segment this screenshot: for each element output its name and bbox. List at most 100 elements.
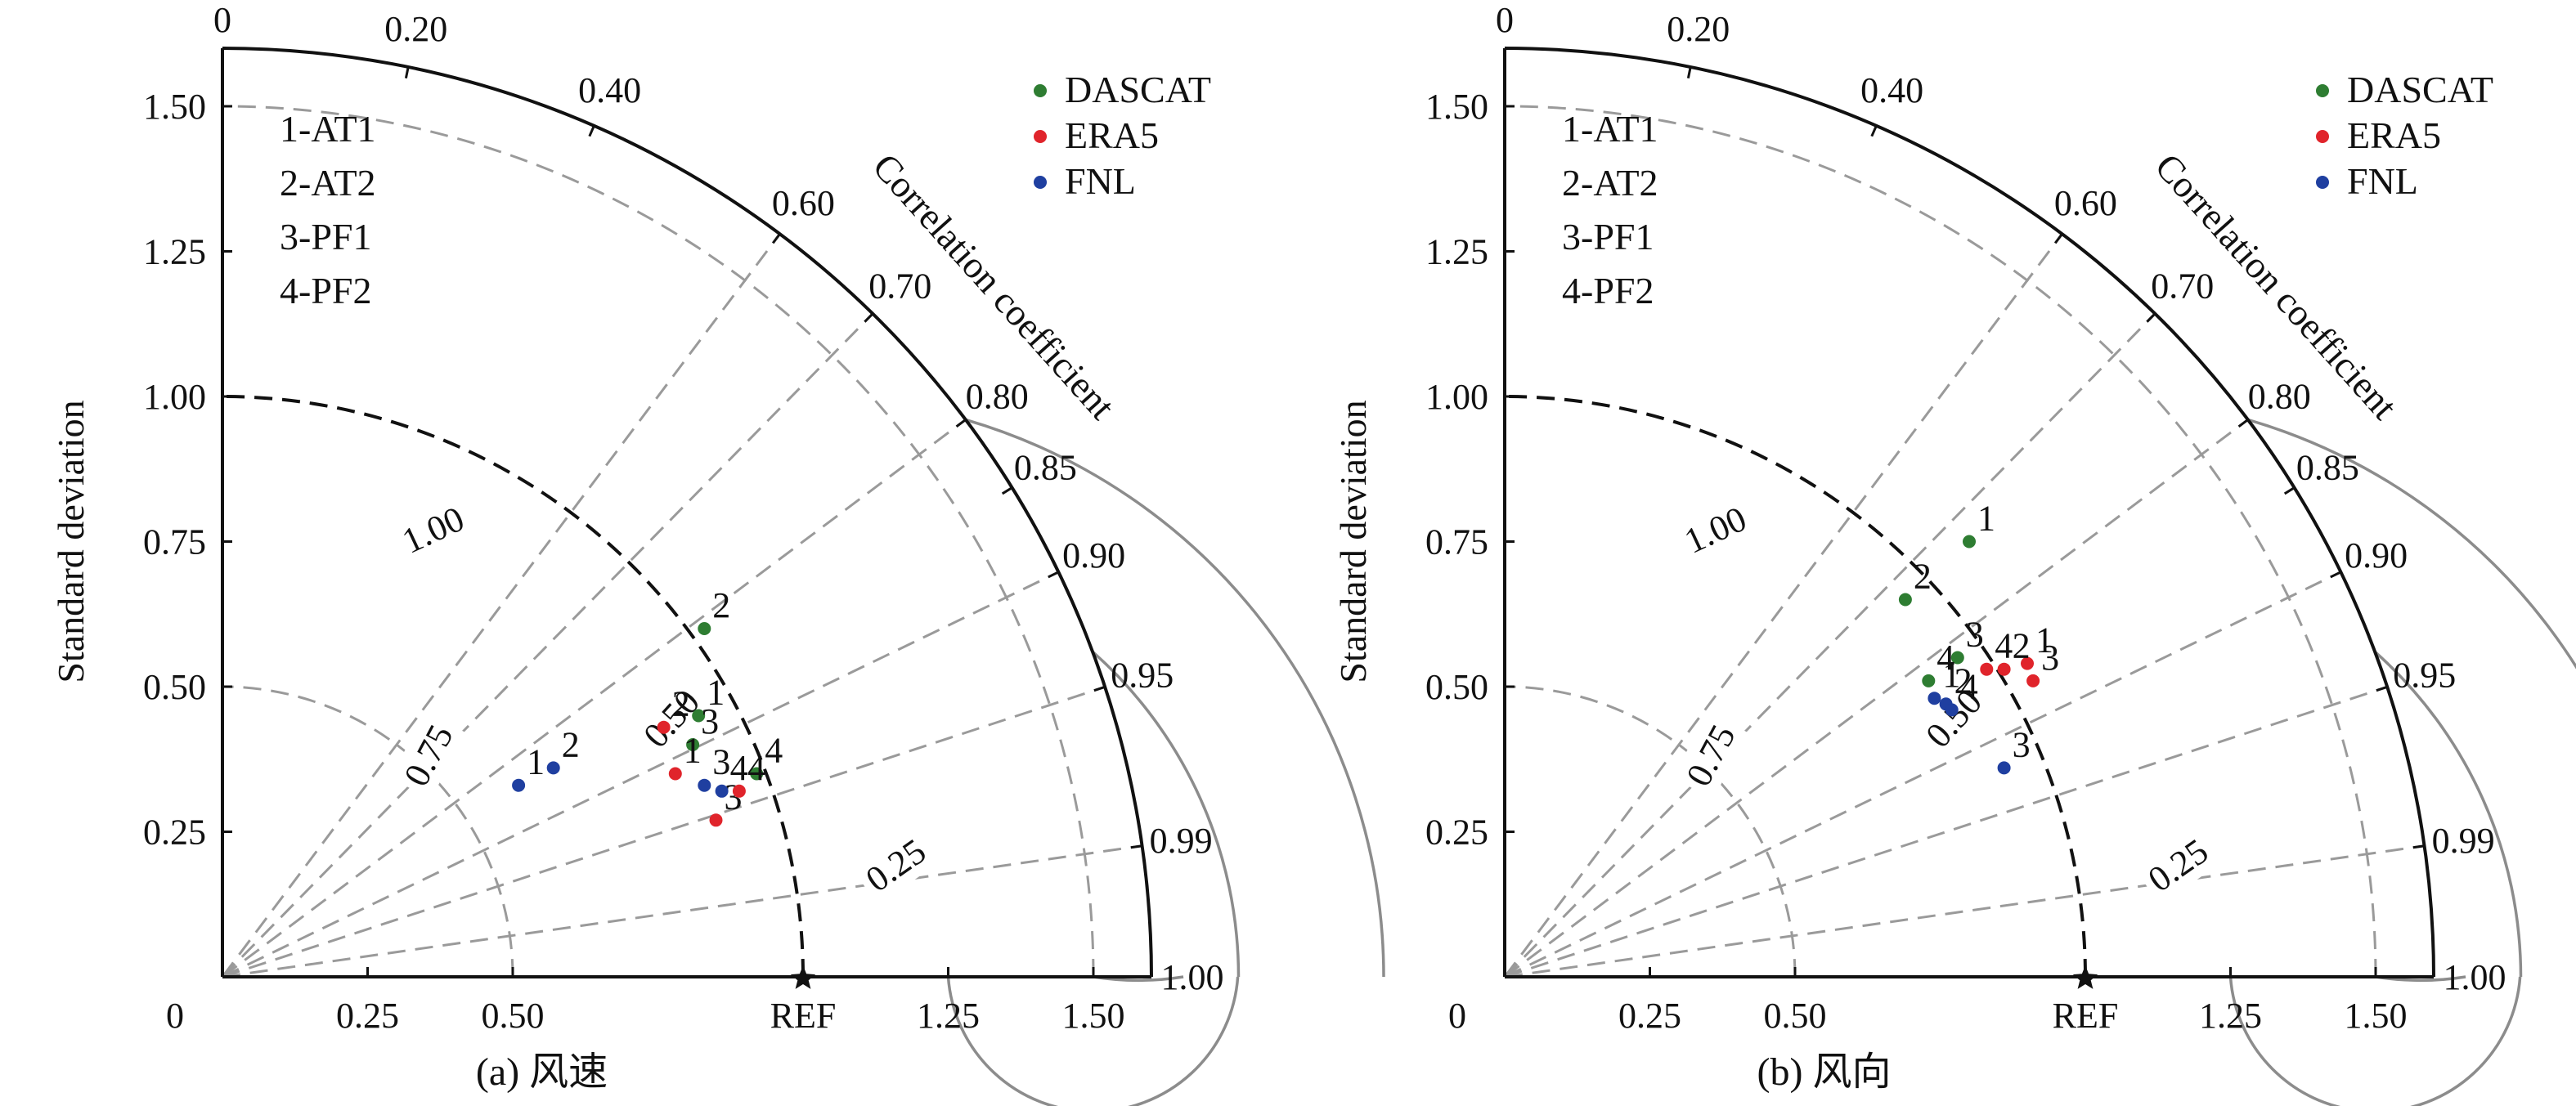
correlation-tick-mark [2146, 312, 2156, 323]
legend-marker [2316, 84, 2329, 97]
correlation-ray [1504, 685, 2388, 978]
rms-arc [2228, 976, 2522, 1106]
data-point-label: 3 [2013, 724, 2031, 764]
rms-label-background [1671, 493, 1759, 566]
correlation-tick-mark [864, 312, 874, 323]
data-point [512, 778, 526, 792]
rms-label-background [851, 824, 940, 906]
x-tick-label: 1.25 [917, 996, 980, 1036]
correlation-tick-label: 0.40 [578, 70, 641, 110]
y-tick-label: 1.00 [143, 377, 206, 417]
rms-arc [946, 976, 1240, 1106]
reference-std-arc [1504, 395, 2087, 978]
correlation-ray [222, 844, 1142, 978]
correlation-ray [221, 312, 874, 978]
legend-entry: FNL [1065, 160, 1136, 202]
reference-star-icon [2072, 965, 2098, 989]
data-point-label: 3 [712, 742, 730, 782]
data-point-label: 2 [712, 585, 730, 625]
outer-arc [222, 47, 1153, 978]
correlation-tick-mark [1048, 571, 1060, 579]
station-key-entry: 2-AT2 [1562, 162, 1658, 204]
correlation-tick-mark [588, 125, 595, 137]
correlation-tick-mark [2053, 233, 2063, 244]
panel-caption: (b) 风向 [1757, 1050, 1892, 1094]
y-tick-label: 0.75 [143, 522, 206, 562]
correlation-tick-label: 0.90 [2345, 535, 2408, 575]
reference-star-icon [790, 965, 816, 989]
legend-marker [2316, 176, 2329, 189]
correlation-tick-label: 0.90 [1062, 535, 1125, 575]
correlation-tick-label: 0.95 [2393, 655, 2456, 695]
correlation-tick-label: 0.60 [772, 183, 835, 223]
data-point [1928, 692, 1941, 705]
correlation-tick-label: 0 [213, 0, 231, 40]
correlation-tick-label: 0.40 [1860, 70, 1923, 110]
rms-label-background [1672, 711, 1748, 799]
correlation-ray [1504, 571, 2342, 978]
x-tick-label: 1.50 [1062, 996, 1125, 1036]
data-point-label: 4 [765, 731, 783, 771]
y-tick-label: 0.25 [1425, 813, 1488, 853]
correlation-ray [221, 233, 781, 978]
legend-marker [1034, 176, 1047, 189]
std-arc [222, 105, 1095, 978]
correlation-tick-label: 0 [1496, 0, 1514, 40]
outer-arc [1504, 47, 2435, 978]
data-point [2026, 674, 2040, 687]
correlation-ray [1504, 844, 2425, 978]
correlation-tick-mark [2237, 419, 2249, 428]
x-tick-label: 0 [1448, 996, 1466, 1036]
correlation-ray [222, 571, 1060, 978]
data-point-label: 2 [1914, 557, 1932, 597]
data-point [1997, 761, 2011, 775]
correlation-tick-mark [772, 233, 781, 244]
rms-arc [2373, 650, 2523, 978]
correlation-tick-label: 0.85 [1014, 447, 1077, 487]
data-point [692, 709, 706, 723]
correlation-tick-mark [2376, 685, 2388, 692]
y-tick-label: 1.50 [1425, 87, 1488, 127]
data-point [750, 767, 764, 781]
x-tick-label: 0.50 [1764, 996, 1827, 1036]
data-point-label: 4 [1960, 666, 1978, 706]
rms-arc [965, 418, 1385, 978]
reference-std-arc [222, 395, 805, 978]
data-point [698, 778, 711, 792]
data-point-label: 4 [747, 748, 765, 788]
data-point-label: 1 [527, 742, 545, 782]
data-point-label: 2 [2013, 626, 2031, 666]
data-point [2021, 656, 2034, 670]
y-tick-label: 0.50 [1425, 667, 1488, 707]
correlation-tick-label: 0.20 [384, 9, 447, 49]
rms-label-background [388, 493, 477, 566]
correlation-tick-mark [1870, 125, 1878, 137]
rms-arc [1091, 650, 1241, 978]
rms-label-background [1911, 674, 1996, 762]
correlation-tick-label: 0.70 [2151, 266, 2214, 306]
std-arc [1504, 105, 2377, 978]
data-point-label: 3 [2041, 638, 2059, 678]
data-point [709, 813, 723, 827]
data-point [1922, 674, 1936, 687]
legend-entry: DASCAT [2347, 69, 2493, 110]
data-point [732, 784, 746, 798]
x-tick-label: 0.50 [482, 996, 545, 1036]
correlation-ray [222, 685, 1106, 978]
correlation-tick-label: 0.99 [2432, 821, 2495, 861]
station-key-entry: 1-AT1 [1562, 108, 1658, 150]
legend-marker [1034, 130, 1047, 143]
data-point [1950, 651, 1964, 665]
data-point-label: 1 [1977, 499, 1995, 539]
data-point-label: 1 [1942, 655, 1960, 695]
station-key-entry: 4-PF2 [1562, 270, 1654, 311]
x-tick-label: 1.50 [2345, 996, 2408, 1036]
y-tick-label: 0.25 [143, 813, 206, 853]
data-point-label: 2 [672, 684, 690, 724]
data-point [1963, 535, 1976, 549]
taylor-panel-wind-speed: 0 0.25 0.50 REF 1.25 1.50 0.25 0.50 0.75 1.00 1.25… [50, 0, 1385, 1106]
panel-caption: (a) 风速 [476, 1050, 608, 1094]
station-key-entry: 4-PF2 [280, 270, 371, 311]
data-point [686, 738, 700, 751]
